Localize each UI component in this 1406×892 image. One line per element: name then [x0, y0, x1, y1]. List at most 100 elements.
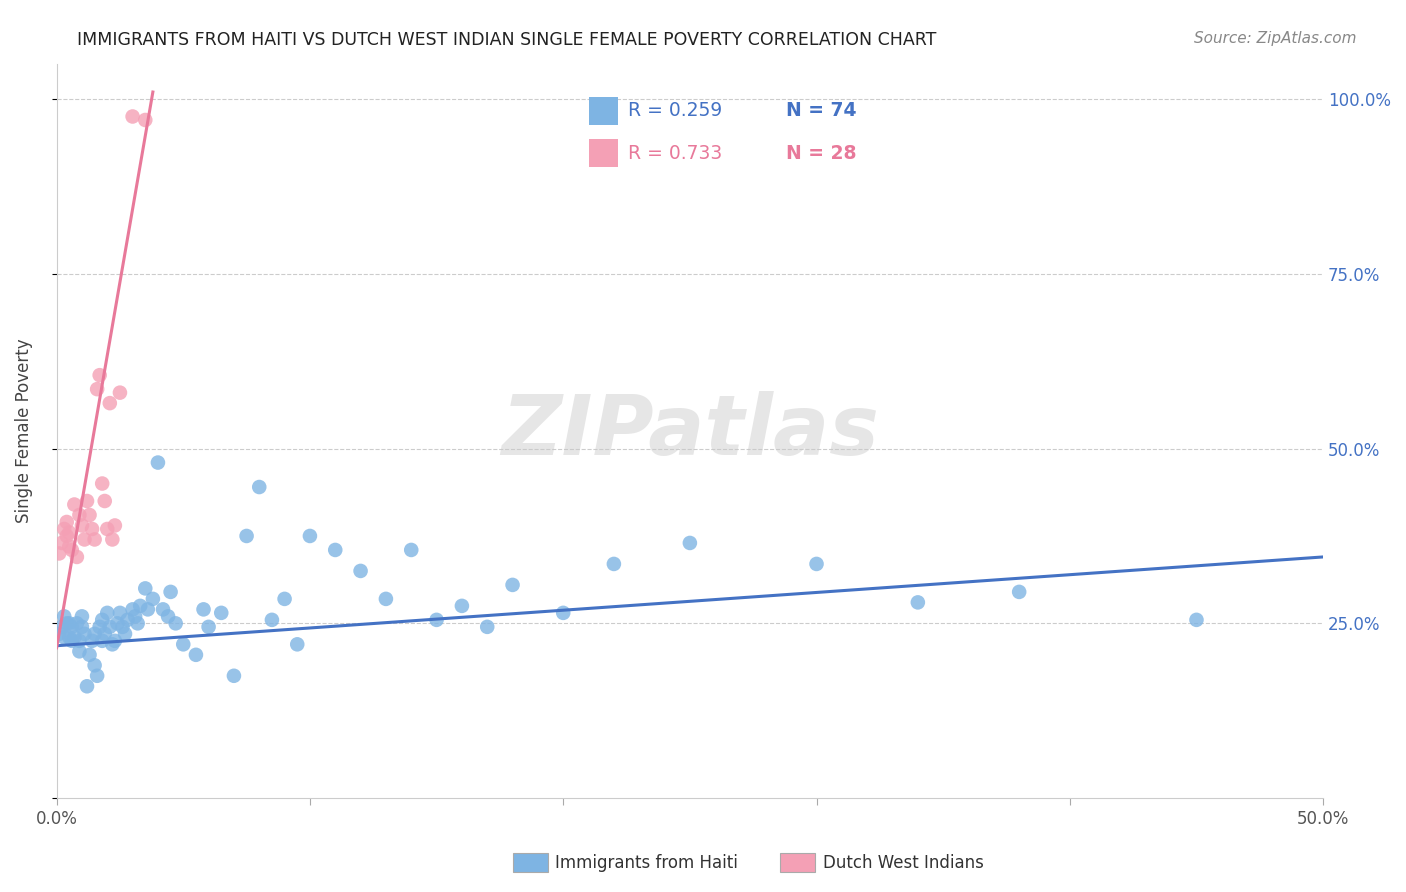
Point [1185, 613, 1208, 627]
Point [55, 616, 77, 631]
Point [51, 620, 73, 634]
Point [83, 658, 105, 673]
Point [152, 602, 174, 616]
Point [121, 602, 143, 616]
Point [349, 564, 371, 578]
Point [142, 591, 165, 606]
Point [107, 616, 129, 631]
Point [101, 637, 124, 651]
Point [247, 480, 270, 494]
Point [136, 602, 159, 616]
Point [58, 525, 80, 540]
Point [53, 522, 76, 536]
Point [86, 669, 108, 683]
Point [66, 616, 89, 631]
Point [66, 549, 89, 564]
Point [73, 533, 96, 547]
Point [48, 546, 70, 560]
Point [79, 648, 101, 662]
Point [51, 536, 73, 550]
Point [58, 631, 80, 645]
Point [83, 627, 105, 641]
Point [114, 627, 136, 641]
Point [70, 518, 93, 533]
Point [79, 508, 101, 522]
Point [209, 606, 232, 620]
Point [111, 620, 134, 634]
Point [285, 637, 308, 651]
Point [98, 620, 121, 634]
Point [108, 385, 131, 400]
Point [127, 616, 149, 631]
Point [58, 540, 80, 554]
Point [96, 606, 118, 620]
Point [91, 476, 114, 491]
Point [96, 522, 118, 536]
Point [273, 591, 295, 606]
Point [101, 533, 124, 547]
Point [93, 494, 115, 508]
Point [53, 631, 76, 645]
Point [117, 613, 139, 627]
Point [553, 606, 575, 620]
Point [60, 633, 83, 648]
Point [134, 113, 156, 128]
Point [73, 627, 96, 641]
Point [222, 669, 245, 683]
Point [502, 578, 524, 592]
Point [89, 620, 111, 634]
Point [451, 599, 474, 613]
Point [98, 396, 121, 410]
Point [53, 609, 76, 624]
Point [323, 543, 346, 558]
Point [157, 609, 180, 624]
Point [399, 543, 422, 558]
Point [603, 557, 626, 571]
Point [63, 631, 86, 645]
Point [80, 522, 103, 536]
Point [70, 620, 93, 634]
Point [477, 620, 499, 634]
Point [260, 613, 283, 627]
Point [86, 382, 108, 396]
Point [67, 633, 90, 648]
Point [76, 679, 98, 693]
Point [679, 536, 702, 550]
Point [298, 529, 321, 543]
Point [58, 616, 80, 631]
Point [63, 498, 86, 512]
Point [129, 599, 152, 613]
Point [193, 602, 215, 616]
Point [426, 613, 449, 627]
Point [159, 585, 181, 599]
Point [55, 515, 77, 529]
Point [67, 644, 90, 658]
Point [146, 456, 169, 470]
Point [806, 557, 828, 571]
Point [93, 627, 115, 641]
Point [235, 529, 257, 543]
Point [91, 633, 114, 648]
Point [1008, 585, 1031, 599]
Point [197, 620, 219, 634]
Text: Dutch West Indians: Dutch West Indians [823, 854, 983, 871]
Text: ZIPatlas: ZIPatlas [501, 391, 879, 472]
Point [60, 543, 83, 558]
Point [60, 620, 83, 634]
Y-axis label: Single Female Poverty: Single Female Poverty [15, 339, 32, 524]
Point [70, 609, 93, 624]
Point [104, 518, 127, 533]
Point [134, 582, 156, 596]
Point [55, 529, 77, 543]
Point [184, 648, 207, 662]
Point [76, 494, 98, 508]
Point [80, 633, 103, 648]
Point [108, 606, 131, 620]
Point [374, 591, 396, 606]
Point [67, 508, 90, 522]
Point [104, 633, 127, 648]
Text: Source: ZipAtlas.com: Source: ZipAtlas.com [1194, 31, 1357, 46]
Point [89, 368, 111, 383]
Point [124, 609, 146, 624]
Point [121, 110, 143, 124]
